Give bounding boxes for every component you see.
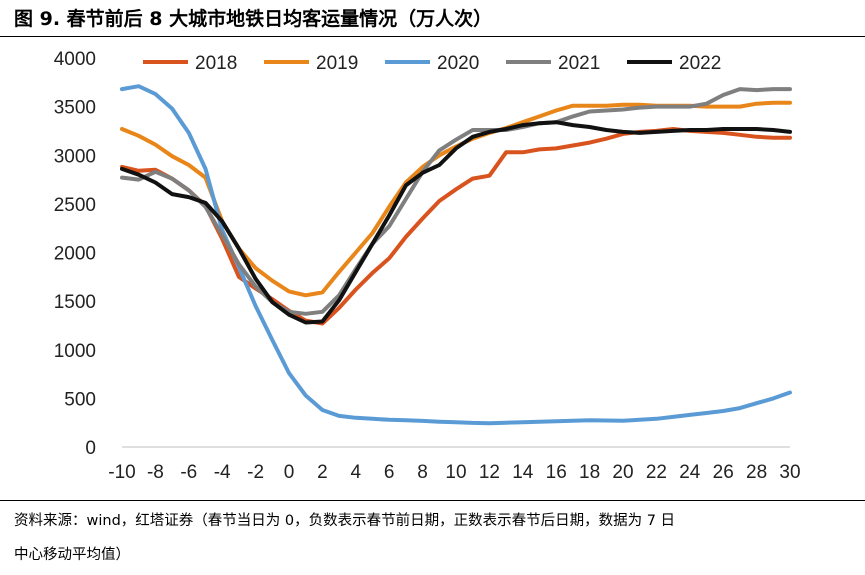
legend-label-2022: 2022 <box>679 53 721 74</box>
x-tick-label: 0 <box>284 462 295 483</box>
source-note-line1: 资料来源：wind，红塔证券（春节当日为 0，负数表示春节前日期，正数表示春节后… <box>14 513 676 529</box>
y-tick-label: 500 <box>64 389 96 410</box>
x-tick-label: 12 <box>479 462 500 483</box>
y-tick-label: 3500 <box>54 98 96 119</box>
x-tick-label: 22 <box>646 462 667 483</box>
legend-label-2020: 2020 <box>437 53 479 74</box>
y-tick-label: 2500 <box>54 195 96 216</box>
x-tick-label: 30 <box>779 462 800 483</box>
x-tick-label: 6 <box>384 462 395 483</box>
x-tick-label: -10 <box>108 462 135 483</box>
x-tick-label: -6 <box>180 462 197 483</box>
x-tick-label: 10 <box>445 462 466 483</box>
x-tick-label: 24 <box>679 462 701 483</box>
legend-label-2021: 2021 <box>558 53 600 74</box>
y-tick-label: 2000 <box>54 244 96 265</box>
x-tick-label: 28 <box>746 462 767 483</box>
y-tick-label: 1500 <box>54 292 96 313</box>
bottom-rule <box>0 500 865 501</box>
y-tick-label: 0 <box>85 438 96 459</box>
series-line-2022 <box>120 120 792 325</box>
x-tick-label: 8 <box>417 462 428 483</box>
x-tick-label: -4 <box>214 462 231 483</box>
x-tick-label: 14 <box>512 462 534 483</box>
series-line-2021 <box>120 87 792 316</box>
legend: 2018 2019 2020 2021 2022 <box>143 53 721 74</box>
x-tick-label: 20 <box>612 462 633 483</box>
x-tick-label: 16 <box>546 462 567 483</box>
y-tick-label: 1000 <box>54 341 96 362</box>
x-tick-label: 2 <box>317 462 328 483</box>
x-tick-label: 4 <box>351 462 362 483</box>
legend-label-2019: 2019 <box>316 53 358 74</box>
source-note-line2: 中心移动平均值） <box>14 547 130 563</box>
x-tick-label: 26 <box>713 462 734 483</box>
y-tick-label: 3000 <box>54 146 96 167</box>
legend-label-2018: 2018 <box>195 53 237 74</box>
x-tick-label: -2 <box>247 462 264 483</box>
series-line-2020 <box>120 84 792 426</box>
series-lines <box>120 84 792 426</box>
x-tick-label: 18 <box>579 462 600 483</box>
y-tick-label: 4000 <box>54 49 96 70</box>
chart-title: 图 9. 春节前后 8 大城市地铁日均客运量情况（万人次） <box>14 8 493 30</box>
x-tick-label: -8 <box>147 462 164 483</box>
top-rule <box>0 36 865 37</box>
